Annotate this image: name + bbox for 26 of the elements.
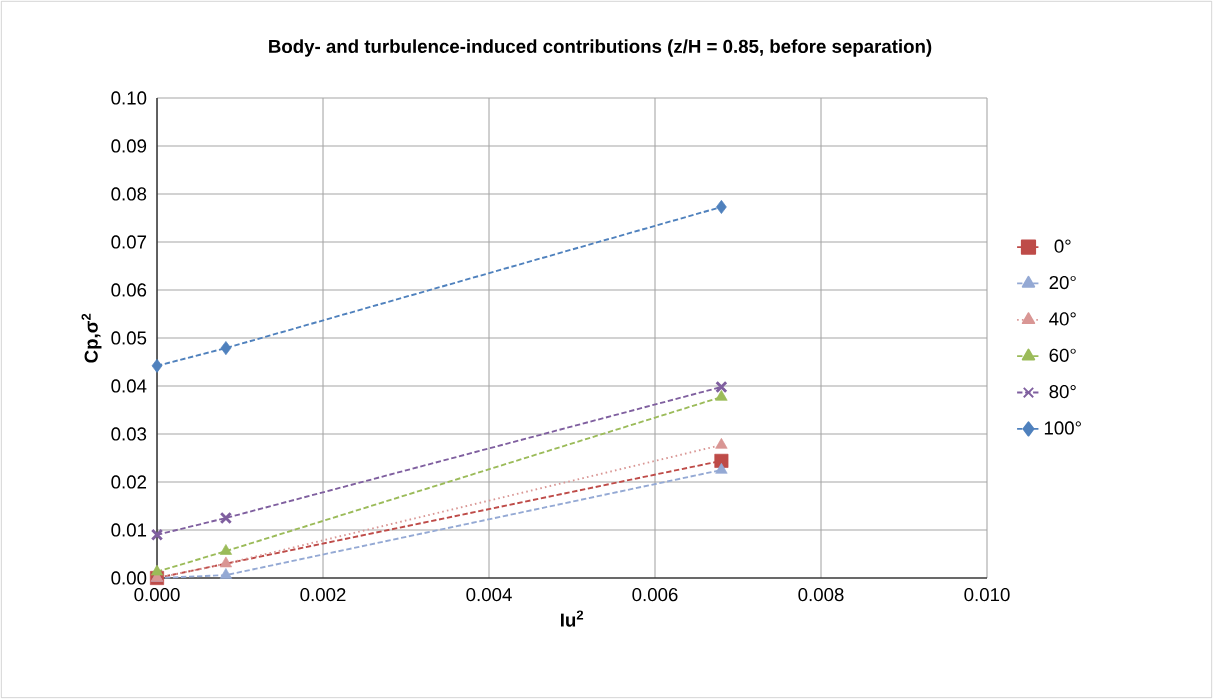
- chart-title: Body- and turbulence-induced contributions (z/H = 0.85, before separation): [269, 39, 932, 57]
- x-tick-label: 0.010: [964, 588, 1010, 602]
- x-tick-label: 0.006: [632, 588, 678, 602]
- y-tick-label: 0.00: [111, 571, 147, 585]
- y-axis-title: Cp,σ$^{2}$: [81, 313, 102, 363]
- y-tick-label: 0.08: [111, 187, 147, 201]
- x-tick-label: 0.008: [798, 588, 844, 602]
- x-axis-title: Iu$^{2}$: [561, 610, 584, 627]
- y-tick-label: 0.06: [111, 283, 147, 297]
- y-tick-label: 0.04: [111, 379, 147, 393]
- x-tick-label: 0.000: [134, 588, 180, 602]
- y-tick-label: 0.02: [111, 475, 147, 489]
- legend-label: 100°: [1044, 421, 1081, 435]
- x-tick-label: 0.002: [300, 588, 346, 602]
- y-tick-label: 0.09: [111, 139, 147, 153]
- legend-label: 80°: [1049, 385, 1076, 399]
- legend-label: 60°: [1049, 348, 1076, 362]
- x-tick-label: 0.004: [466, 588, 512, 602]
- y-tick-label: 0.05: [111, 331, 147, 345]
- y-tick-label: 0.03: [111, 427, 147, 441]
- y-tick-label: 0.07: [111, 235, 147, 249]
- legend-label: 0°: [1054, 239, 1071, 253]
- legend-label: 40°: [1049, 312, 1076, 326]
- y-tick-label: 0.01: [111, 523, 147, 537]
- legend-label: 20°: [1049, 275, 1076, 290]
- y-tick-label: 0.10: [111, 91, 147, 105]
